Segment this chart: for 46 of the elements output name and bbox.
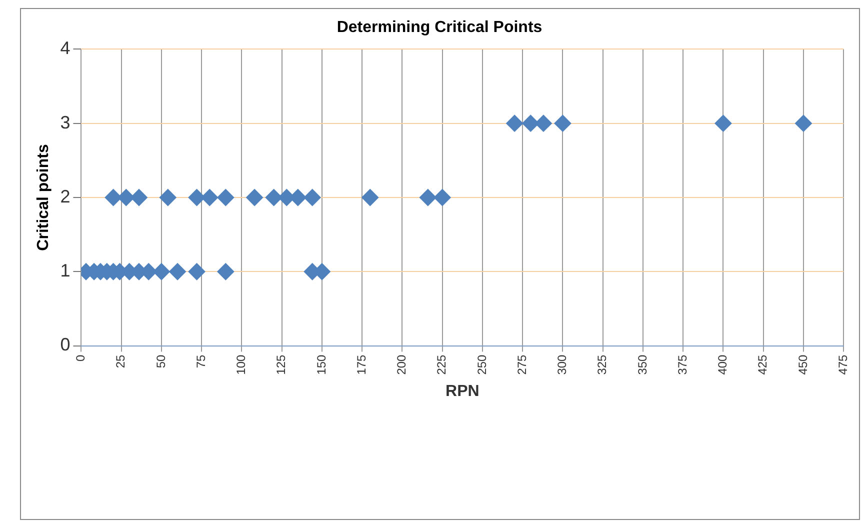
- point: [362, 188, 379, 206]
- x-tick-label: 150: [314, 354, 328, 375]
- x-tick-label: 325: [595, 354, 610, 375]
- x-tick-label: 175: [354, 354, 368, 375]
- x-tick-label: 0: [74, 354, 88, 362]
- x-tick-label: 300: [555, 354, 570, 375]
- point: [217, 188, 234, 206]
- point: [169, 263, 186, 280]
- y-tick-label: 3: [60, 112, 70, 132]
- point: [506, 114, 524, 132]
- y-tick-label: 0: [60, 334, 70, 355]
- x-axis-title: RPN: [446, 382, 480, 400]
- x-tick-label: 200: [394, 354, 409, 375]
- point: [265, 188, 282, 206]
- x-tick-label: 350: [635, 354, 650, 375]
- x-tick-label: 450: [796, 354, 810, 375]
- y-tick-label: 1: [60, 260, 70, 281]
- point: [159, 188, 176, 206]
- x-tick-label: 400: [716, 354, 730, 375]
- x-tick-label: 250: [474, 354, 489, 375]
- x-tick-label: 100: [234, 354, 248, 375]
- point: [201, 188, 218, 206]
- point: [434, 188, 451, 206]
- y-tick-label: 4: [60, 38, 70, 58]
- point: [419, 188, 436, 206]
- x-tick-label: 225: [434, 354, 449, 375]
- point: [104, 188, 122, 206]
- point: [304, 188, 321, 206]
- x-tick-label: 475: [836, 354, 850, 375]
- x-tick-label: 50: [154, 354, 168, 368]
- point: [714, 114, 732, 132]
- x-tick-label: 375: [675, 354, 690, 375]
- y-tick-label: 2: [60, 186, 70, 206]
- chart-title: Determining Critical Points: [336, 19, 542, 36]
- point: [188, 263, 206, 280]
- y-axis-title: Critical points: [35, 144, 52, 251]
- x-tick-label: 125: [274, 354, 288, 375]
- point: [554, 114, 572, 132]
- x-tick-label: 275: [514, 354, 529, 375]
- point: [118, 188, 135, 206]
- x-tick-label: 75: [194, 354, 208, 368]
- point: [217, 263, 234, 280]
- x-tick-label: 425: [756, 354, 770, 375]
- point: [794, 114, 812, 132]
- x-tick-label: 25: [114, 354, 128, 368]
- point: [246, 188, 264, 206]
